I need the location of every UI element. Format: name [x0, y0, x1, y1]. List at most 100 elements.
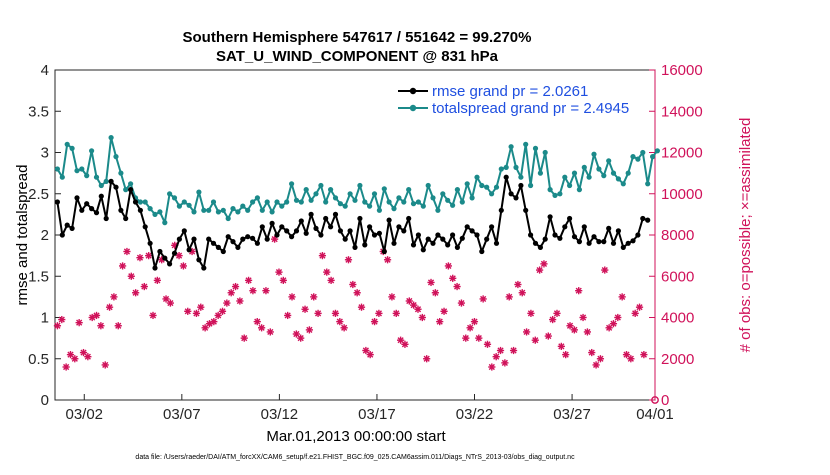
- obs-marker-stroke: [397, 337, 404, 344]
- rmse-point: [245, 234, 251, 240]
- totalspread-point: [396, 195, 402, 201]
- obs-marker-stroke: [254, 318, 261, 325]
- obs-marker-stroke: [54, 322, 61, 329]
- obs-assimilated-marker: [284, 311, 292, 320]
- obs-marker-stroke: [510, 347, 517, 354]
- obs-assimilated-marker: [192, 309, 201, 317]
- obs-assimilated-marker: [553, 309, 561, 317]
- obs-assimilated-marker: [466, 324, 474, 332]
- totalspread-point: [93, 174, 100, 180]
- obs-assimilated-marker: [614, 313, 622, 322]
- y-left-tick-label: 0: [41, 392, 49, 409]
- rmse-point: [64, 222, 70, 228]
- obs-assimilated-marker: [231, 282, 240, 291]
- rmse-point: [498, 207, 504, 213]
- y-left-tick-label: 3: [41, 145, 49, 162]
- rmse-point: [503, 174, 509, 180]
- rmse-point: [352, 244, 358, 250]
- rmse-point: [89, 206, 95, 212]
- obs-marker-stroke: [128, 273, 135, 280]
- rmse-point: [640, 215, 646, 222]
- rmse-point: [396, 224, 402, 230]
- totalspread-point: [523, 141, 529, 147]
- totalspread-point: [503, 164, 509, 170]
- rmse-point: [547, 214, 553, 220]
- rmse-point: [420, 247, 426, 253]
- totalspread-point: [630, 154, 636, 160]
- obs-assimilated-marker: [509, 346, 518, 355]
- y-left-tick-label: 1.5: [28, 268, 49, 285]
- totalspread-point: [547, 187, 553, 193]
- totalspread-point: [274, 199, 280, 205]
- obs-assimilated-marker: [58, 315, 66, 324]
- rmse-point: [303, 230, 309, 236]
- obs-assimilated-marker: [514, 280, 522, 289]
- totalspread-point: [620, 181, 626, 187]
- obs-marker-stroke: [162, 295, 170, 303]
- obs-assimilated-marker: [310, 293, 318, 301]
- obs-assimilated-marker: [53, 322, 62, 330]
- rmse-point: [176, 236, 182, 242]
- obs-marker-stroke: [262, 287, 270, 294]
- obs-marker-stroke: [575, 287, 582, 294]
- obs-assimilated-marker: [288, 293, 296, 301]
- rmse-point: [132, 199, 139, 205]
- rmse-point: [186, 247, 192, 253]
- obs-assimilated-marker: [153, 276, 161, 284]
- rmse-point: [532, 240, 539, 246]
- obs-marker-stroke: [514, 281, 521, 288]
- totalspread-point: [318, 182, 324, 189]
- obs-marker-stroke: [336, 318, 343, 325]
- rmse-point: [171, 250, 178, 256]
- rmse-point: [445, 242, 451, 248]
- obs-marker-stroke: [119, 262, 126, 270]
- y-left-tick-label: 2: [41, 227, 49, 244]
- totalspread-point: [357, 182, 363, 189]
- obs-marker-stroke: [453, 283, 461, 290]
- obs-assimilated-marker: [275, 268, 283, 276]
- rmse-point: [479, 248, 485, 255]
- totalspread-point: [352, 197, 358, 203]
- obs-marker-stroke: [106, 304, 113, 311]
- obs-marker-stroke: [102, 361, 109, 369]
- totalspread-point: [576, 187, 583, 193]
- obs-marker-stroke: [115, 322, 122, 329]
- totalspread-point: [176, 203, 182, 209]
- obs-assimilated-marker: [110, 293, 118, 301]
- obs-assimilated-marker: [518, 289, 526, 297]
- totalspread-point: [113, 154, 119, 160]
- obs-possible-marker: [651, 396, 659, 404]
- totalspread-point: [69, 145, 75, 151]
- totalspread-point: [210, 199, 217, 205]
- obs-marker-stroke: [293, 330, 300, 338]
- obs-assimilated-marker: [444, 262, 452, 270]
- obs-marker-stroke: [80, 349, 87, 356]
- totalspread-point: [450, 202, 456, 208]
- rmse-point: [196, 257, 202, 263]
- rmse-point: [279, 224, 285, 230]
- obs-marker-stroke: [71, 355, 78, 362]
- totalspread-point: [269, 209, 275, 215]
- totalspread-point: [440, 191, 446, 197]
- rmse-point: [308, 211, 314, 217]
- totalspread-point: [293, 197, 300, 203]
- obs-marker-stroke: [401, 341, 409, 348]
- obs-marker-stroke: [419, 314, 426, 321]
- obs-assimilated-marker: [236, 297, 244, 305]
- obs-assimilated-marker: [349, 280, 357, 289]
- obs-marker-stroke: [97, 322, 104, 329]
- obs-assimilated-marker: [101, 361, 109, 369]
- obs-marker-stroke: [432, 289, 439, 296]
- totalspread-point: [610, 170, 617, 176]
- obs-count-series: [53, 235, 659, 404]
- rmse-point: [93, 210, 100, 216]
- totalspread-point: [381, 186, 387, 192]
- obs-marker-stroke: [445, 262, 452, 270]
- rmse-point: [645, 217, 651, 223]
- obs-marker-stroke: [301, 306, 309, 313]
- obs-marker-stroke: [532, 337, 539, 344]
- obs-marker-stroke: [210, 318, 217, 325]
- obs-assimilated-marker: [75, 319, 83, 327]
- rmse-point: [313, 225, 319, 231]
- obs-assimilated-marker: [258, 324, 266, 332]
